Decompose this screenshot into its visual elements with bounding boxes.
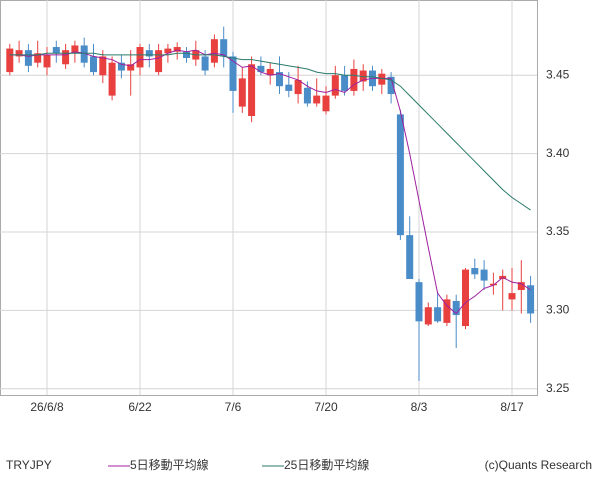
legend-label: 25日移動平均線 (284, 457, 369, 472)
y-tick-label: 3.40 (546, 146, 570, 160)
candle-body (276, 72, 283, 87)
symbol: TRYJPY (6, 458, 52, 472)
y-tick-label: 3.30 (546, 303, 570, 317)
candle-body (462, 269, 469, 327)
candle-body (517, 282, 525, 290)
candle-body (471, 268, 479, 275)
candle-body (90, 56, 97, 73)
candle-body (359, 70, 367, 82)
y-tick-label: 3.45 (546, 67, 570, 81)
candle-body (322, 95, 330, 112)
candle-body (34, 53, 42, 63)
candle-body (424, 307, 432, 325)
candle-body (387, 76, 395, 95)
candle-body (248, 64, 256, 116)
candle-body (452, 300, 460, 316)
candle-body (201, 56, 209, 71)
y-tick-label: 3.25 (546, 381, 570, 395)
candle-body (117, 62, 125, 71)
x-tick-label: 8/17 (500, 400, 524, 414)
candle-body (62, 50, 70, 65)
candle-body (164, 48, 172, 54)
x-tick-label: 26/6/8 (30, 400, 64, 414)
candle-body (434, 307, 442, 322)
legend-label: 5日移動平均線 (130, 457, 209, 472)
candle-body (52, 47, 60, 54)
x-tick-label: 7/6 (225, 400, 242, 414)
x-tick-label: 7/20 (314, 400, 338, 414)
candle-body (15, 50, 23, 57)
candle-body (508, 293, 516, 300)
moving-average-line (9, 49, 531, 315)
candle-body (220, 39, 228, 57)
candle-body (285, 84, 293, 91)
candle-body (527, 285, 535, 314)
candle-body (210, 39, 218, 63)
candle-body (43, 54, 51, 68)
candle-body (350, 68, 358, 91)
candle-body (257, 65, 265, 73)
candle-body (229, 56, 237, 91)
candle-body (378, 73, 386, 85)
candle-body (145, 50, 153, 57)
candle-body (108, 62, 116, 96)
candle-body (406, 235, 414, 280)
candle-body (489, 283, 497, 286)
candle-body (136, 47, 144, 68)
candle-body (24, 50, 32, 66)
x-tick-label: 8/3 (411, 400, 428, 414)
candle-body (443, 299, 451, 323)
candle-body (238, 78, 246, 107)
candle-body (155, 50, 163, 73)
candle-body (6, 48, 14, 73)
credit: (c)Quants Research (485, 458, 592, 472)
candle-body (396, 114, 404, 236)
candle-body (303, 87, 311, 104)
candle-body (183, 51, 190, 58)
candle-body (480, 269, 488, 281)
candle-body (80, 45, 88, 63)
candle-body (313, 95, 321, 104)
candle-body (415, 282, 423, 322)
x-tick-label: 6/22 (128, 400, 152, 414)
y-tick-label: 3.35 (546, 224, 570, 238)
candle-body (266, 68, 274, 76)
candle-body (127, 64, 135, 71)
moving-average-line (9, 52, 531, 211)
candle-body (341, 75, 349, 91)
candle-body (331, 75, 339, 96)
candle-body (294, 79, 302, 95)
candle-body (71, 45, 79, 54)
candle-body (173, 47, 181, 52)
candle-body (99, 56, 107, 76)
